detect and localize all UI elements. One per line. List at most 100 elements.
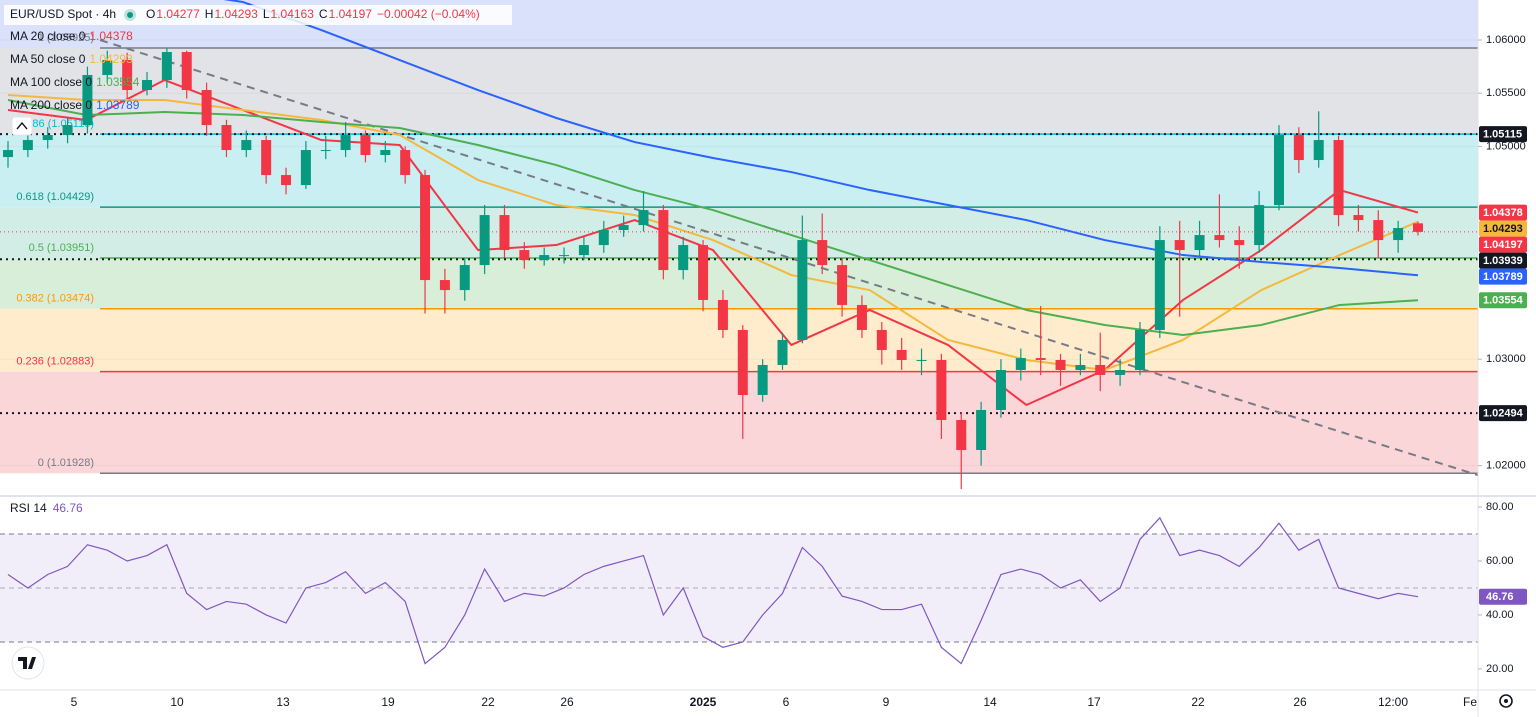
candle-body <box>380 150 391 156</box>
fib-label: 0.786 (1.05115) <box>17 118 94 130</box>
candle-body <box>261 140 272 176</box>
candle-body <box>42 135 53 141</box>
candle-body <box>1174 240 1185 251</box>
ohlc-key: O <box>146 7 155 21</box>
candle-body <box>1273 135 1284 206</box>
price-badge <box>1479 252 1527 269</box>
candle-body <box>102 60 113 76</box>
candle-body <box>241 140 252 151</box>
candle-body <box>1393 228 1404 241</box>
tv-logo[interactable] <box>11 646 45 680</box>
rsi-badge <box>1479 588 1527 605</box>
candle-body <box>201 90 212 126</box>
logo-mark[interactable] <box>18 657 36 669</box>
price-badge <box>1479 268 1527 285</box>
x-tick-label: 19 <box>381 695 395 709</box>
ohlc-value: 1.04277 <box>156 7 200 21</box>
candle-body <box>1015 358 1026 370</box>
header-backdrop <box>4 5 512 25</box>
candle-body <box>856 304 867 330</box>
fib-label: 0.618 (1.04429) <box>16 191 94 203</box>
rsi-pane <box>0 516 1478 665</box>
ma-legend-name: MA 20 close 0 <box>10 29 86 43</box>
candle-body <box>1075 364 1086 370</box>
candle-body <box>1154 240 1165 330</box>
fib-label: 1 (1.05925) <box>38 32 94 44</box>
x-tick-label: 9 <box>883 695 890 709</box>
collapse-chevron[interactable] <box>16 121 28 130</box>
ohlc-value: 1.04163 <box>271 7 315 21</box>
candle-body <box>459 265 470 291</box>
settings-button[interactable] <box>1499 694 1513 708</box>
candle-body <box>479 215 490 266</box>
candle-body <box>638 210 649 226</box>
ma-legend-value: 1.04378 <box>89 29 133 43</box>
candle-body <box>181 52 192 91</box>
x-tick-label: 2025 <box>690 695 717 709</box>
x-tick-label: 14 <box>983 695 997 709</box>
candle-body <box>360 135 371 156</box>
collapse-button[interactable] <box>11 116 33 136</box>
fib-zone <box>0 207 1478 259</box>
candle-body <box>320 150 331 152</box>
symbol-title: EUR/USD Spot · 4h <box>10 7 116 21</box>
y-tick-label: 1.05000 <box>1486 140 1526 152</box>
candle-body <box>400 150 411 176</box>
fib-label: 0.382 (1.03474) <box>16 293 94 305</box>
candle-body <box>1095 364 1106 375</box>
candle-body <box>82 75 93 126</box>
candle-body <box>439 280 450 291</box>
rsi-line <box>7 516 1419 665</box>
moving-average-line <box>7 94 1419 371</box>
candle-body <box>817 240 828 266</box>
candle-body <box>717 299 728 330</box>
candle-body <box>420 175 431 281</box>
rsi-tick-label: 40.00 <box>1486 609 1514 621</box>
candle-body <box>658 210 669 271</box>
x-tick-label: Fe <box>1463 695 1477 709</box>
candle-body <box>3 150 13 158</box>
fib-zone <box>0 258 1478 309</box>
candle-body <box>1413 223 1423 232</box>
rsi-legend-name: RSI 14 <box>10 501 47 515</box>
x-tick-label: 26 <box>560 695 574 709</box>
collapse-box[interactable] <box>11 116 33 136</box>
candle-body <box>995 369 1006 410</box>
moving-average-line <box>7 99 1419 336</box>
y-tick-label: 1.06000 <box>1486 34 1526 46</box>
candle-body <box>300 150 311 186</box>
price-badge <box>1479 220 1527 237</box>
price-badge-label: 1.03939 <box>1483 255 1523 267</box>
ohlc-change: −0.00042 (−0.04%) <box>377 7 480 21</box>
candle-body <box>1333 140 1344 216</box>
x-tick-label: 17 <box>1087 695 1101 709</box>
y-tick-label: 1.05500 <box>1486 87 1526 99</box>
candle-body <box>976 409 987 450</box>
candle-body <box>1194 235 1205 251</box>
candle-body <box>1035 358 1046 360</box>
logo-circle[interactable] <box>11 646 45 680</box>
ma-legend-name: MA 200 close 0 <box>10 98 92 112</box>
candle-body <box>281 175 292 186</box>
candle-body <box>499 215 510 251</box>
moving-average-line <box>223 0 1419 277</box>
candle-body <box>1055 359 1066 370</box>
price-badge-label: 1.04378 <box>1483 207 1523 219</box>
candle-body <box>221 125 232 151</box>
candle-body <box>1234 240 1245 246</box>
gear-center[interactable] <box>1504 699 1508 703</box>
candle-body <box>1214 235 1225 241</box>
gear-ring[interactable] <box>1499 694 1513 708</box>
ma-legend-name: MA 50 close 0 <box>10 52 86 66</box>
price-badge-label: 1.04197 <box>1483 239 1523 251</box>
candle-body <box>936 359 947 420</box>
ma-legend-value: 1.03554 <box>96 75 140 89</box>
ohlc-key: H <box>205 7 214 21</box>
fib-zone <box>0 47 1478 135</box>
candle-body <box>161 52 172 81</box>
candle-body <box>678 245 689 271</box>
candle-body <box>1115 369 1126 375</box>
candle-body <box>598 230 609 246</box>
y-tick-label: 1.02000 <box>1486 460 1526 472</box>
